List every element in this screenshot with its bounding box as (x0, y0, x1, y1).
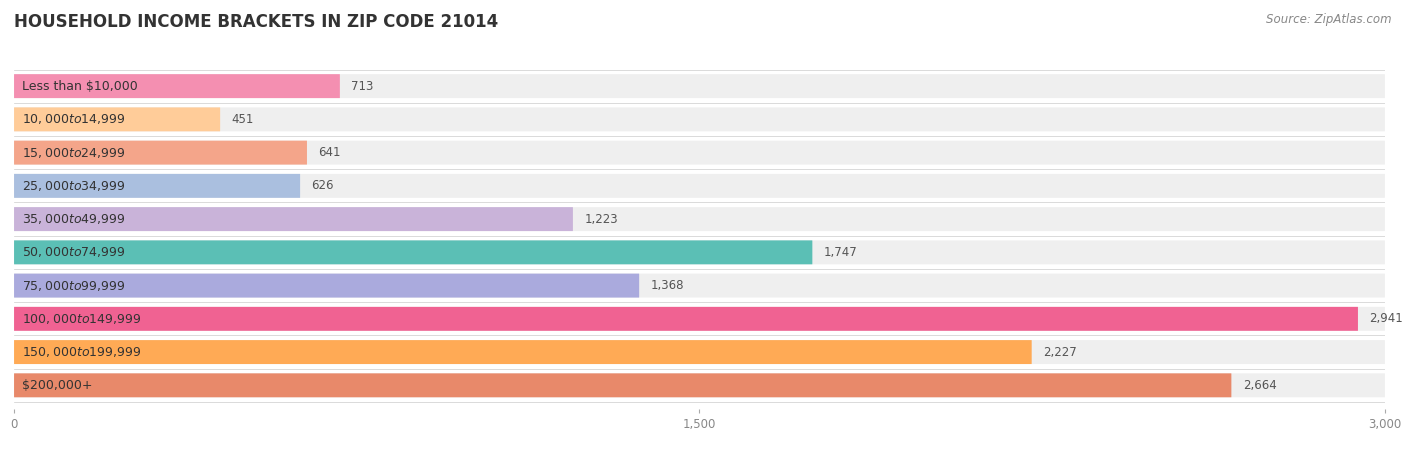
FancyBboxPatch shape (14, 174, 299, 198)
Text: $35,000 to $49,999: $35,000 to $49,999 (22, 212, 125, 226)
Text: 451: 451 (232, 113, 254, 126)
FancyBboxPatch shape (14, 340, 1385, 364)
Text: 2,941: 2,941 (1369, 313, 1403, 326)
Text: 1,223: 1,223 (585, 213, 619, 225)
Text: HOUSEHOLD INCOME BRACKETS IN ZIP CODE 21014: HOUSEHOLD INCOME BRACKETS IN ZIP CODE 21… (14, 13, 498, 31)
Text: $150,000 to $199,999: $150,000 to $199,999 (22, 345, 142, 359)
Text: 1,747: 1,747 (824, 246, 858, 259)
FancyBboxPatch shape (14, 107, 1385, 132)
FancyBboxPatch shape (14, 374, 1232, 397)
Text: 713: 713 (352, 79, 374, 92)
Text: 1,368: 1,368 (651, 279, 685, 292)
Text: Source: ZipAtlas.com: Source: ZipAtlas.com (1267, 13, 1392, 26)
Text: $50,000 to $74,999: $50,000 to $74,999 (22, 245, 125, 260)
Text: $25,000 to $34,999: $25,000 to $34,999 (22, 179, 125, 193)
Text: $100,000 to $149,999: $100,000 to $149,999 (22, 312, 142, 326)
Text: $15,000 to $24,999: $15,000 to $24,999 (22, 145, 125, 159)
FancyBboxPatch shape (14, 107, 221, 132)
FancyBboxPatch shape (14, 307, 1385, 331)
FancyBboxPatch shape (14, 207, 1385, 231)
FancyBboxPatch shape (14, 374, 1385, 397)
FancyBboxPatch shape (14, 174, 1385, 198)
FancyBboxPatch shape (14, 74, 1385, 98)
FancyBboxPatch shape (14, 141, 307, 165)
FancyBboxPatch shape (14, 273, 640, 298)
Text: $200,000+: $200,000+ (22, 379, 93, 392)
Text: $75,000 to $99,999: $75,000 to $99,999 (22, 278, 125, 293)
FancyBboxPatch shape (14, 273, 1385, 298)
Text: Less than $10,000: Less than $10,000 (22, 79, 138, 92)
Text: 2,227: 2,227 (1043, 346, 1077, 359)
Text: 641: 641 (318, 146, 340, 159)
FancyBboxPatch shape (14, 141, 1385, 165)
FancyBboxPatch shape (14, 207, 572, 231)
Text: $10,000 to $14,999: $10,000 to $14,999 (22, 112, 125, 126)
FancyBboxPatch shape (14, 240, 1385, 264)
Text: 626: 626 (312, 179, 335, 192)
FancyBboxPatch shape (14, 307, 1358, 331)
Text: 2,664: 2,664 (1243, 379, 1277, 392)
FancyBboxPatch shape (14, 240, 813, 264)
FancyBboxPatch shape (14, 74, 340, 98)
FancyBboxPatch shape (14, 340, 1032, 364)
